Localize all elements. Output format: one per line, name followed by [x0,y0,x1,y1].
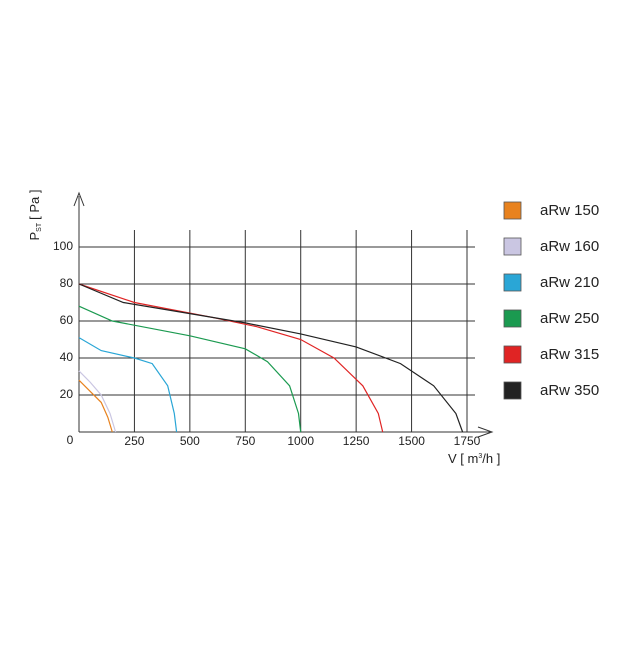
legend-swatch [503,201,522,220]
y-tick-label: 60 [60,313,74,327]
y-tick-label: 0 [67,433,74,447]
legend-label: aRw 350 [540,382,599,399]
legend-label: aRw 160 [540,238,599,255]
y-label-main: P [27,232,42,241]
curve [78,379,113,433]
curve [78,337,178,433]
legend-swatch [503,381,522,400]
y-tick-label: 80 [60,276,74,290]
y-tick-label: 20 [60,387,74,401]
x-tick-label: 1000 [287,434,314,448]
y-axis-label: PST [ Pa ] [27,190,42,241]
x-label-unit: /h ] [482,451,500,466]
x-tick-label: 1250 [343,434,370,448]
x-tick-label: 1750 [454,434,481,448]
curve [78,370,117,433]
y-label-unit: [ Pa ] [27,190,42,220]
x-arrow [477,426,494,438]
legend-swatch [503,345,522,364]
legend-label: aRw 250 [540,310,599,327]
y-tick-label: 40 [60,350,74,364]
x-tick-label: 250 [124,434,144,448]
x-tick-label: 1500 [398,434,425,448]
legend-swatch [503,237,522,256]
y-arrow [73,191,85,207]
curve [78,283,384,433]
legend-swatch [503,309,522,328]
legend-swatch [503,273,522,292]
x-tick-label: 500 [180,434,200,448]
legend-label: aRw 150 [540,202,599,219]
y-label-sub: ST [36,222,43,232]
x-axis-label: V [ m3/h ] [448,451,500,466]
x-tick-label: 750 [235,434,255,448]
legend-label: aRw 210 [540,274,599,291]
x-label-main: V [ m [448,451,478,466]
y-tick-label: 100 [53,239,73,253]
curve [78,283,464,433]
legend-label: aRw 315 [540,346,599,363]
curve [78,305,302,433]
x-label-sup: 3 [478,453,482,460]
